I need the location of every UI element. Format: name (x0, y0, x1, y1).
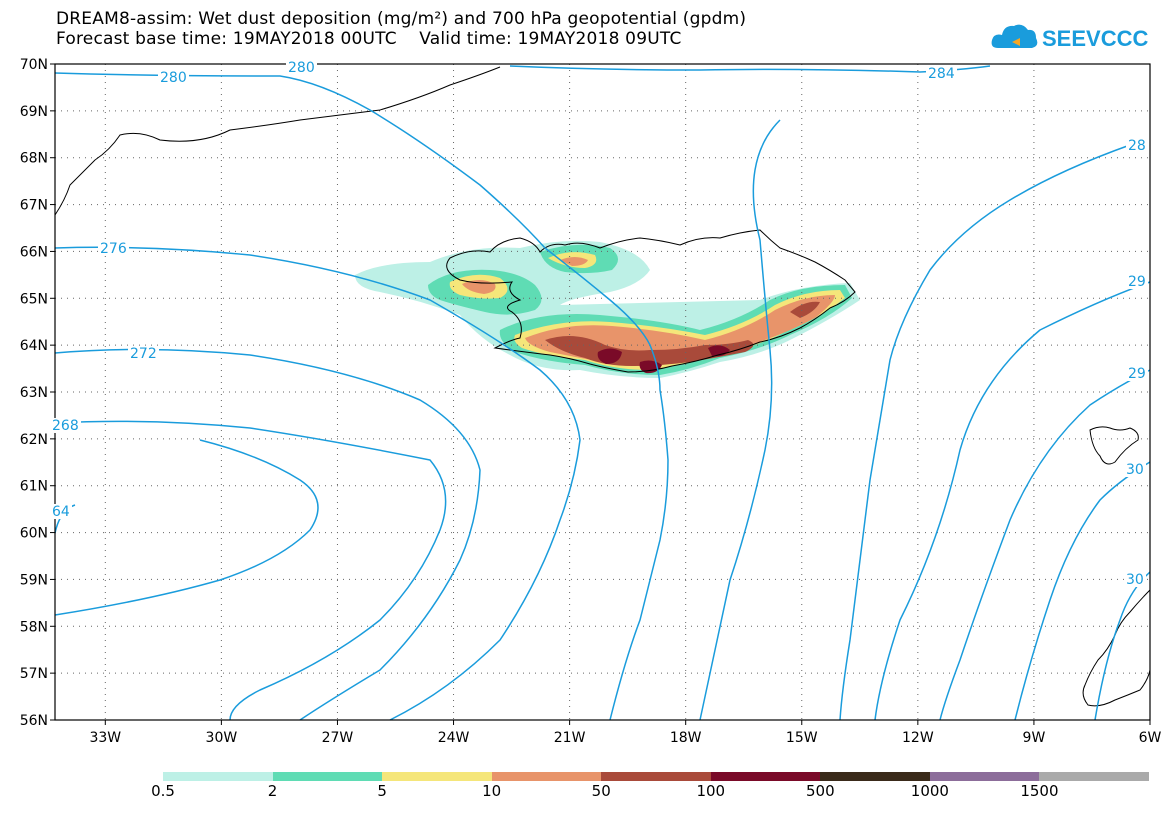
iceland-coast (446, 229, 856, 373)
contour-label-bg (50, 504, 72, 519)
contour-label: 29 (1128, 274, 1146, 290)
lat-label: 60N (20, 526, 48, 542)
colorbar-label: 100 (696, 782, 726, 800)
colorbar-swatch (163, 772, 274, 781)
colorbar-swatch (710, 772, 821, 781)
lat-label: 70N (20, 57, 48, 73)
lat-label: 58N (20, 619, 48, 635)
contour-266 (54, 439, 319, 616)
longitude-labels: 33W 30W 27W 24W 21W 18W 15W 12W 9W 6W (89, 720, 1162, 746)
contour-label: 268 (52, 418, 79, 434)
colorbar-label: 5 (377, 782, 387, 800)
dust-deposition-fields (355, 240, 860, 378)
contour-284 (509, 65, 991, 721)
lat-label: 57N (20, 666, 48, 682)
colorbar-label: 10 (482, 782, 502, 800)
contour-label-bg (926, 66, 957, 81)
contour-272 (54, 348, 481, 721)
latitude-labels: 70N 69N 68N 67N 66N 65N 64N 63N 62N 61N 60N 59N 58N 5… (20, 57, 55, 729)
colorbar-swatch (491, 772, 602, 781)
lat-label: 69N (20, 104, 48, 120)
lat-label: 62N (20, 432, 48, 448)
colorbar-swatch (820, 772, 931, 781)
seevccc-logo: SEEVCCC (991, 24, 1148, 51)
contour-288 (839, 144, 1131, 721)
lon-label: 18W (670, 730, 702, 746)
lon-label: 6W (1139, 730, 1162, 746)
lat-label: 59N (20, 572, 48, 588)
contour-label-bg (128, 346, 159, 361)
lon-label: 27W (322, 730, 354, 746)
contour-304 (1094, 571, 1151, 721)
contour-280 (54, 72, 669, 721)
contour-label-bg (1126, 274, 1148, 289)
lon-label: 21W (554, 730, 586, 746)
contour-label-bg (158, 70, 189, 85)
lat-label: 63N (20, 385, 48, 401)
faroe-coast (1089, 426, 1139, 465)
lon-label: 30W (206, 730, 238, 746)
cloud-icon (991, 24, 1038, 48)
colorbar-swatch (1039, 772, 1150, 781)
contour-label: 30 (1126, 572, 1144, 588)
colorbar-swatch (601, 772, 712, 781)
contour-292 (874, 281, 1151, 721)
contour-label: 64 (52, 504, 70, 520)
lat-label: 67N (20, 198, 48, 214)
chart-title-line2: Forecast base time: 19MAY2018 00UTC Vali… (56, 29, 682, 49)
colorbar-label: 50 (591, 782, 611, 800)
colorbar-label: 2 (267, 782, 278, 800)
contour-label: 280 (160, 70, 187, 86)
contour-label-bg (1124, 572, 1146, 587)
coastlines (54, 66, 1151, 707)
colorbar-swatch (929, 772, 1040, 781)
graticule (55, 64, 1150, 720)
lat-label: 56N (20, 713, 48, 729)
contour-label: 30 (1126, 462, 1144, 478)
lon-label: 24W (438, 730, 470, 746)
geopotential-contours (54, 65, 1151, 721)
lon-label: 33W (89, 730, 121, 746)
scotland-coast (1082, 589, 1151, 707)
contour-label-bg (1124, 462, 1146, 477)
contour-296 (939, 369, 1151, 721)
chart-title-line1: DREAM8-assim: Wet dust deposition (mg/m²… (56, 9, 747, 29)
lon-label: 15W (786, 730, 818, 746)
logo-text: SEEVCCC (1042, 26, 1148, 51)
contour-label: 280 (288, 60, 315, 76)
lon-label: 12W (902, 730, 934, 746)
contour-label-bg (98, 241, 129, 256)
contour-276 (54, 246, 581, 721)
colorbar-label: 0.5 (151, 782, 175, 800)
colorbar-label: 500 (806, 782, 835, 800)
lat-label: 64N (20, 338, 48, 354)
contour-label: 28 (1128, 138, 1146, 154)
colorbar-label: 1000 (910, 782, 949, 800)
contour-label-bg (50, 418, 81, 433)
colorbar-swatch (382, 772, 493, 781)
contour-300 (1014, 461, 1151, 721)
contour-268 (54, 420, 447, 721)
lon-label: 9W (1023, 730, 1046, 746)
contour-label-bg (1126, 366, 1148, 381)
contour-label-bg (286, 60, 317, 75)
contour-labels: 280 280 284 28 276 29 272 29 268 30 64 30 (50, 60, 1148, 588)
contour-label: 272 (130, 346, 157, 362)
contour-label: 29 (1128, 366, 1146, 382)
contour-label-bg (1126, 138, 1148, 153)
lat-label: 68N (20, 151, 48, 167)
lat-label: 65N (20, 291, 48, 307)
contour-label: 276 (100, 241, 127, 257)
colorbar-label: 1500 (1020, 782, 1059, 800)
lat-label: 61N (20, 479, 48, 495)
greenland-coast (54, 66, 501, 216)
lat-label: 66N (20, 244, 48, 260)
contour-label: 284 (928, 66, 955, 82)
colorbar-swatch (272, 772, 383, 781)
dust-field-100 (597, 345, 730, 374)
